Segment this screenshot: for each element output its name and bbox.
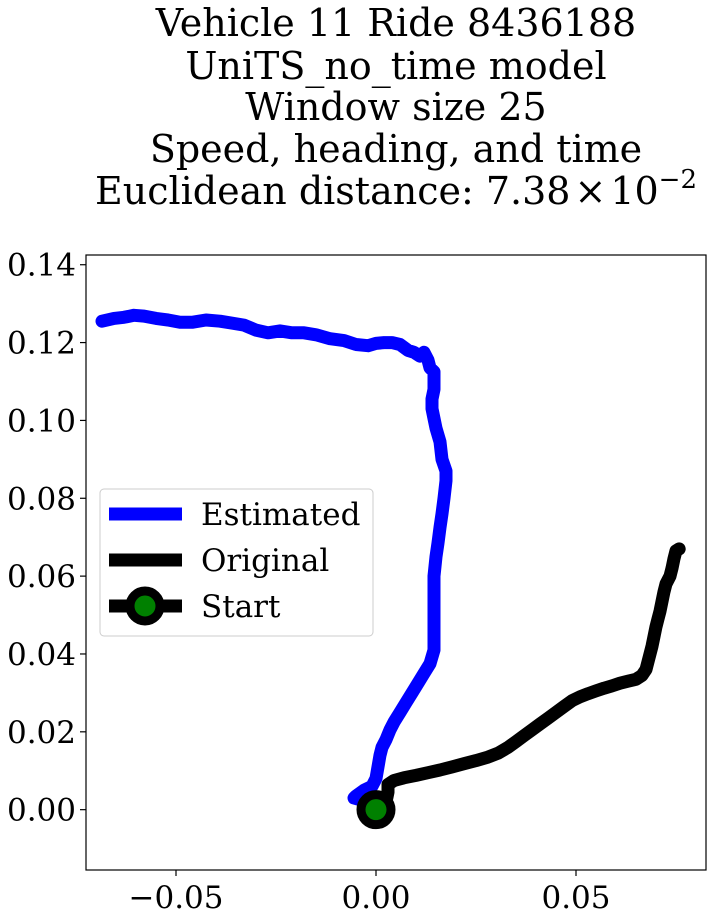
title-line-5: Euclidean distance: 7.38 × 10−2 xyxy=(95,165,697,213)
x-tick-label: 0.00 xyxy=(341,880,410,916)
start-marker xyxy=(356,790,396,830)
chart-title: Vehicle 11 Ride 8436188 UniTS_no_time mo… xyxy=(95,1,697,213)
title-line-4: Speed, heading, and time xyxy=(150,127,642,171)
y-tick-label: 0.14 xyxy=(7,248,76,284)
series-layer xyxy=(95,308,686,830)
y-tick-label: 0.08 xyxy=(7,481,76,517)
title-line-3: Window size 25 xyxy=(245,85,546,129)
plot-area: −0.05 0.00 0.05 0.000.020.040.060.080.100.… xyxy=(7,248,707,916)
legend-label-start: Start xyxy=(201,589,281,625)
y-tick-label: 0.06 xyxy=(7,559,76,595)
title-distance-base: 10 xyxy=(610,169,658,213)
legend-start-marker xyxy=(125,586,165,626)
y-tick-label: 0.10 xyxy=(7,403,76,439)
y-axis: 0.00 0.02 0.04 0.06 0.08 0.10 0.12 0.14 xyxy=(7,248,86,829)
x-tick-label: 0.05 xyxy=(541,880,610,916)
title-distance-times: × xyxy=(574,169,606,213)
y-tick-label: 0.00 xyxy=(7,793,76,829)
title-line-2: UniTS_no_time model xyxy=(185,44,606,89)
title-line-1: Vehicle 11 Ride 8436188 xyxy=(155,1,636,45)
y-tick-label: 0.04 xyxy=(7,637,76,673)
legend-label-original: Original xyxy=(201,543,329,579)
title-distance-label: Euclidean distance: xyxy=(95,169,486,213)
y-tick-label: 0.12 xyxy=(7,326,76,362)
title-distance-exponent: −2 xyxy=(659,165,697,195)
x-tick-label: −0.05 xyxy=(129,880,224,916)
series-line-estimated xyxy=(95,308,453,817)
plot-frame xyxy=(85,254,707,871)
x-axis: −0.05 0.00 0.05 xyxy=(129,870,611,916)
legend: Estimated Original Start xyxy=(99,488,374,637)
series-line-original xyxy=(369,542,686,817)
title-distance-mantissa: 7.38 xyxy=(486,169,571,213)
legend-frame xyxy=(99,488,374,637)
legend-label-estimated: Estimated xyxy=(201,497,360,533)
y-tick-label: 0.02 xyxy=(7,715,76,751)
